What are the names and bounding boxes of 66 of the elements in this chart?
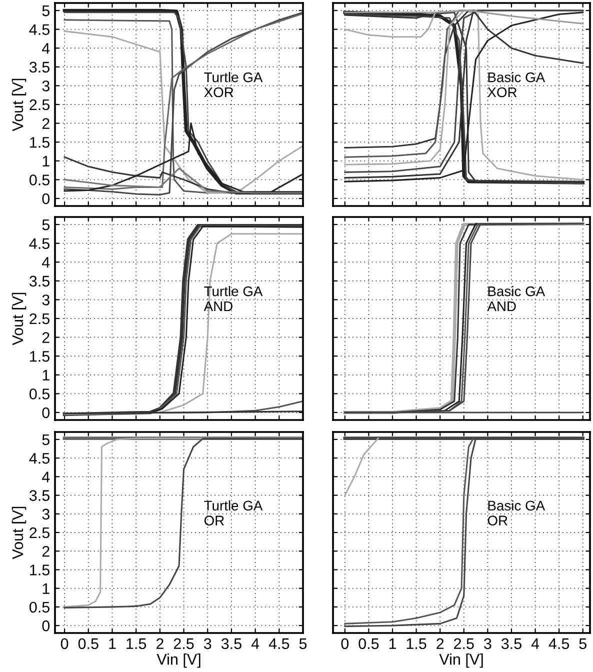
x-tick-label: 4 [531, 638, 540, 649]
x-tick-label: 1.5 [126, 638, 146, 650]
y-tick-label: 3 [42, 508, 50, 520]
x-tick-label: 2.5 [454, 638, 474, 650]
y-axis-title: Vout [V] [12, 506, 26, 560]
y-tick-label: 0.5 [30, 602, 50, 613]
y-axis-title: Vout [V] [12, 78, 26, 132]
y-tick-label: 3.5 [29, 276, 50, 287]
annotation: Turtle GA OR [204, 500, 263, 526]
x-tick-label: 1.5 [406, 638, 426, 650]
y-tick-label: 5 [42, 220, 50, 230]
y-tick-label: 1.5 [30, 564, 50, 576]
y-tick-label: 0 [42, 407, 50, 418]
y-tick-label: 5 [42, 434, 50, 446]
y-tick-label: 0 [42, 193, 50, 204]
x-tick-label: 1 [389, 638, 396, 649]
x-axis-title: Vin [V] [439, 653, 483, 668]
y-tick-label: 0.5 [30, 388, 50, 400]
x-tick-label: 3 [204, 638, 212, 650]
x-tick-label: 4 [251, 638, 260, 649]
x-tick-label: 3.5 [501, 638, 522, 650]
y-tick-label: 4.5 [29, 24, 50, 35]
y-tick-label: 3.5 [29, 62, 50, 73]
y-tick-label: 4 [42, 43, 50, 54]
x-tick-label: 5 [579, 638, 586, 650]
y-tick-label: 4.5 [29, 238, 50, 249]
x-tick-label: 5 [299, 638, 307, 650]
y-tick-label: 2 [42, 118, 50, 129]
annotation: Turtle GA AND [204, 286, 263, 312]
y-tick-label: 4.5 [29, 453, 50, 464]
x-tick-label: 3 [484, 638, 492, 650]
y-tick-label: 1 [42, 156, 50, 166]
y-tick-label: 2 [42, 332, 50, 343]
y-tick-label: 0.5 [30, 174, 50, 186]
x-tick-label: 0.5 [358, 638, 379, 650]
y-tick-label: 2.5 [30, 99, 50, 110]
annotation: Basic GA XOR [488, 72, 546, 98]
x-tick-label: 0 [341, 638, 349, 650]
y-tick-label: 1 [42, 583, 50, 594]
y-tick-label: 0 [42, 620, 50, 632]
annotation: Basic GA AND [487, 286, 546, 312]
x-tick-label: 3.5 [221, 638, 242, 650]
x-tick-label: 2.5 [174, 638, 194, 650]
x-tick-label: 0 [60, 638, 68, 650]
y-axis-title: Vout [V] [12, 292, 26, 346]
y-tick-label: 1 [42, 370, 50, 380]
y-tick-label: 5 [42, 6, 50, 16]
y-tick-label: 3 [42, 294, 50, 306]
y-tick-label: 3 [42, 80, 50, 92]
x-tick-label: 0.5 [78, 638, 98, 650]
y-tick-label: 2.5 [30, 527, 50, 538]
x-tick-label: 2 [156, 638, 164, 649]
y-tick-label: 2 [42, 546, 50, 557]
annotation: Basic GA OR [488, 500, 546, 526]
y-tick-label: 4 [42, 472, 50, 482]
annotation: Turtle GA XOR [204, 72, 263, 98]
x-tick-label: 2 [436, 638, 444, 649]
y-tick-label: 1.5 [30, 137, 50, 148]
x-tick-label: 4.5 [548, 638, 570, 650]
y-tick-label: 2.5 [30, 313, 50, 324]
x-tick-label: 4.5 [268, 638, 290, 650]
y-tick-label: 1.5 [30, 351, 50, 362]
y-tick-label: 3.5 [29, 490, 50, 501]
x-axis-title: Vin [V] [156, 653, 200, 668]
y-tick-label: 4 [42, 257, 50, 268]
x-tick-label: 1 [109, 638, 116, 649]
